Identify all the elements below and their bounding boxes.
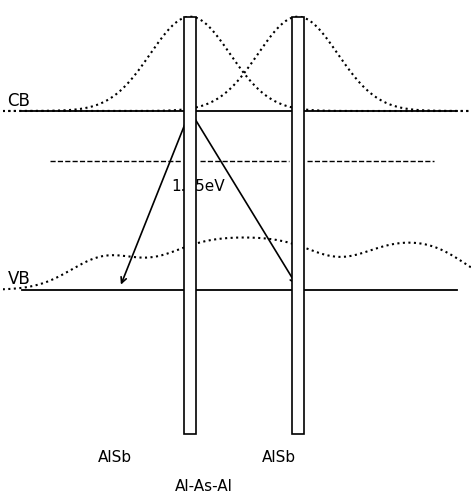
- Bar: [184, 18, 196, 434]
- Text: 1.45eV: 1.45eV: [172, 178, 225, 193]
- Text: VB: VB: [8, 270, 30, 288]
- Bar: [292, 18, 304, 434]
- Text: AlSb: AlSb: [98, 449, 132, 463]
- Text: AlSb: AlSb: [262, 449, 296, 463]
- Text: Al-As-Al: Al-As-Al: [175, 478, 233, 493]
- Text: CB: CB: [8, 91, 30, 109]
